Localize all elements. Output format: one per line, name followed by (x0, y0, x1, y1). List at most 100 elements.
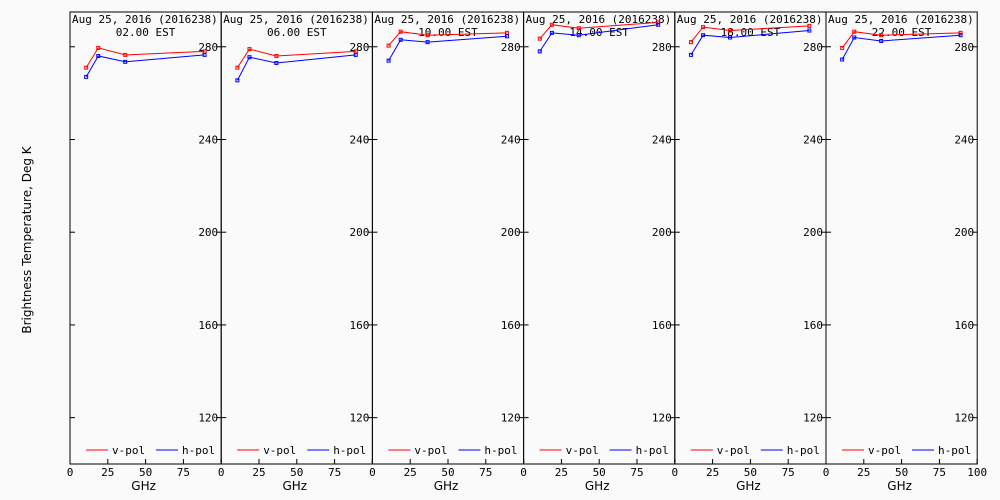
data-point-v-pol (274, 54, 279, 59)
data-point-h-pol (879, 38, 884, 43)
data-point-h-pol (688, 52, 693, 57)
data-point-v-pol (425, 33, 430, 38)
x-axis-label: GHz (282, 479, 307, 493)
data-point-v-pol (701, 25, 706, 30)
legend-label-h-pol: h-pol (636, 444, 669, 457)
y-tick-label: 120 (198, 412, 218, 425)
series-line-h-pol (388, 35, 508, 61)
legend-label-h-pol: h-pol (787, 444, 820, 457)
panel-subtitle: 06.00 EST (267, 26, 327, 39)
data-point-h-pol (247, 55, 252, 60)
y-tick-label: 240 (501, 133, 521, 146)
data-point-h-pol (576, 33, 581, 38)
y-tick-label: 120 (803, 412, 823, 425)
data-point-v-pol (727, 28, 732, 33)
data-point-v-pol (852, 29, 857, 34)
series-line-v-pol (539, 21, 659, 40)
legend-label-v-pol: v-pol (263, 444, 296, 457)
data-point-h-pol (807, 28, 812, 33)
data-point-v-pol (537, 36, 542, 41)
legend-label-h-pol: h-pol (938, 444, 971, 457)
y-tick-label: 240 (350, 133, 370, 146)
legend-label-v-pol: v-pol (566, 444, 599, 457)
data-point-h-pol (398, 37, 403, 42)
y-tick-label: 200 (803, 226, 823, 239)
x-tick-label: 25 (857, 466, 870, 479)
x-tick-label: 75 (630, 466, 643, 479)
legend-label-h-pol: h-pol (182, 444, 215, 457)
panel-subtitle: 02.00 EST (116, 26, 176, 39)
data-point-h-pol (727, 35, 732, 40)
data-point-h-pol (353, 52, 358, 57)
y-tick-label: 160 (803, 319, 823, 332)
data-point-h-pol (123, 59, 128, 64)
data-point-v-pol (688, 40, 693, 45)
data-point-h-pol (235, 78, 240, 83)
series-line-v-pol (388, 31, 508, 46)
data-point-h-pol (274, 60, 279, 65)
y-tick-label: 280 (803, 41, 823, 54)
y-tick-label: 280 (652, 41, 672, 54)
data-point-v-pol (398, 29, 403, 34)
legend-label-v-pol: v-pol (868, 444, 901, 457)
y-tick-label: 240 (652, 133, 672, 146)
x-tick-label: 25 (252, 466, 265, 479)
x-tick-label: 0 (520, 466, 527, 479)
data-point-v-pol (549, 22, 554, 27)
y-tick-label: 200 (652, 226, 672, 239)
data-point-v-pol (84, 65, 89, 70)
data-point-h-pol (701, 33, 706, 38)
data-point-h-pol (504, 34, 509, 39)
data-point-h-pol (852, 35, 857, 40)
panel-2: Aug 25, 2016 (2016238)06.00 EST 120 160 200… (218, 11, 373, 493)
x-tick-label: 100 (967, 466, 987, 479)
y-tick-label: 160 (350, 319, 370, 332)
y-tick-label: 160 (501, 319, 521, 332)
legend-label-v-pol: v-pol (414, 444, 447, 457)
panels-group: Aug 25, 2016 (2016238) 02.00 EST 120 160 200… (67, 11, 987, 493)
series-line-v-pol (85, 47, 205, 68)
y-tick-label: 240 (954, 133, 974, 146)
data-point-v-pol (96, 45, 101, 50)
y-tick-label: 120 (652, 412, 672, 425)
y-tick-label: 200 (501, 226, 521, 239)
x-tick-label: 25 (555, 466, 568, 479)
panel-5: Aug 25, 2016 (2016238)18.00 EST 120 160 200… (671, 11, 827, 493)
y-tick-label: 240 (803, 133, 823, 146)
x-tick-label: 50 (895, 466, 908, 479)
data-point-h-pol (202, 52, 207, 57)
x-tick-label: 75 (328, 466, 341, 479)
y-tick-label: 280 (501, 41, 521, 54)
y-tick-label: 240 (198, 133, 218, 146)
panel-title: Aug 25, 2016 (2016238) (828, 13, 974, 26)
series-line-v-pol (841, 31, 961, 49)
panel-title: Aug 25, 2016 (2016238) (677, 13, 823, 26)
y-tick-label: 120 (350, 412, 370, 425)
data-point-h-pol (537, 49, 542, 54)
y-tick-label: 280 (954, 41, 974, 54)
data-point-v-pol (958, 30, 963, 35)
x-tick-label: 0 (67, 466, 74, 479)
x-axis-label: GHz (434, 479, 459, 493)
data-point-v-pol (123, 52, 128, 57)
y-tick-label: 160 (652, 319, 672, 332)
x-axis-label: GHz (736, 479, 761, 493)
panel-title: Aug 25, 2016 (2016238) (374, 13, 520, 26)
data-point-v-pol (807, 23, 812, 28)
data-point-h-pol (549, 30, 554, 35)
y-axis-label: Brightness Temperature, Deg K (20, 145, 34, 333)
x-tick-label: 0 (671, 466, 678, 479)
series-line-h-pol (690, 30, 810, 56)
x-axis-label: GHz (585, 479, 610, 493)
data-point-h-pol (425, 40, 430, 45)
data-point-h-pol (386, 58, 391, 63)
data-point-v-pol (656, 20, 661, 25)
series-line-h-pol (85, 54, 205, 78)
x-tick-label: 50 (744, 466, 757, 479)
series-line-v-pol (236, 48, 356, 68)
x-tick-label: 50 (593, 466, 606, 479)
data-point-v-pol (247, 47, 252, 52)
legend-label-h-pol: h-pol (484, 444, 517, 457)
panel-4: Aug 25, 2016 (2016238)14.00 EST120160200… (520, 11, 676, 493)
